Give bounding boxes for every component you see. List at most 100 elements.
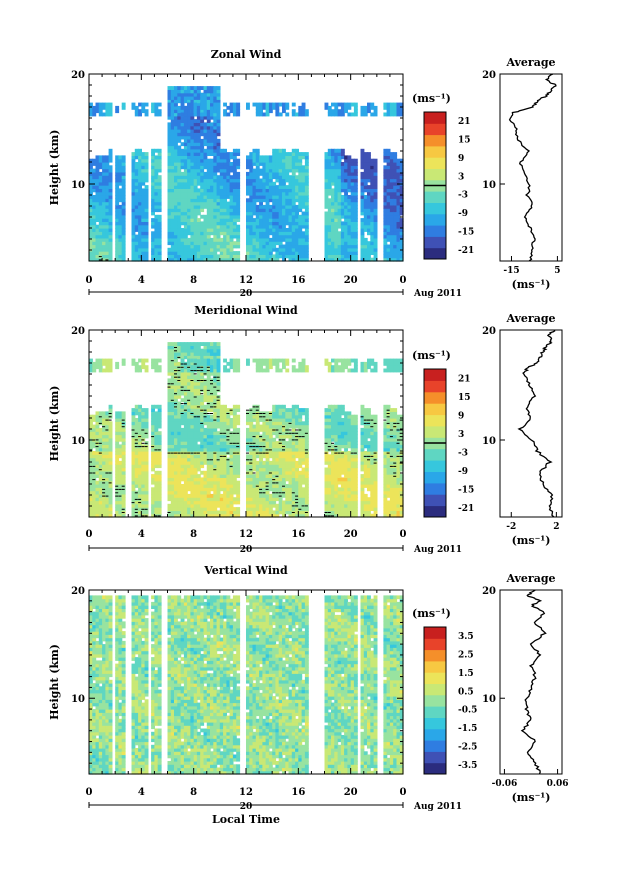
heatmap-cell [203,155,208,160]
heatmap-cell [196,234,201,239]
heatmap-cell [203,162,208,166]
heatmap-cell [216,254,221,259]
heatmap-cell [236,198,241,203]
heatmap-cell [262,181,267,186]
heatmap-cell [157,198,162,203]
heatmap-cell [157,460,162,465]
heatmap-cell [95,411,100,416]
heatmap-cell [183,165,188,170]
heatmap-cell [219,237,224,242]
heatmap-cell [383,221,388,226]
heatmap-cell [134,484,139,488]
heatmap-cell [167,218,172,222]
heatmap-cell [210,142,214,147]
heatmap-cell [141,102,146,107]
heatmap-cell [141,201,146,206]
heatmap-cell [115,214,120,219]
heatmap-cell [291,204,296,209]
heatmap-cell [210,513,214,518]
heatmap-cell [331,152,335,156]
heatmap-cell [298,105,303,110]
heatmap-cell [108,507,113,511]
heatmap-cell [180,427,185,432]
heatmap-cell [216,198,221,203]
heatmap-cell [210,105,214,110]
heatmap-cell [193,427,198,432]
heatmap-cell [95,490,100,495]
heatmap-cell [121,102,126,107]
heatmap-cell [121,191,126,196]
heatmap-cell [229,244,234,249]
heatmap-cell [174,241,178,246]
heatmap-cell [151,251,155,255]
heatmap-cell [291,109,296,114]
heatmap-cell [304,208,309,213]
heatmap-cell [396,201,401,206]
heatmap-cell [210,414,214,419]
heatmap-cell [386,221,391,226]
heatmap-cell [98,251,103,255]
heatmap-cell [193,378,198,383]
heatmap-cell [196,375,201,379]
heatmap-cell [344,214,348,219]
heatmap-cell [340,162,345,166]
heatmap-cell [272,188,277,193]
heatmap-cell [190,162,195,166]
heatmap-cell [219,424,224,429]
heatmap-cell [102,454,106,459]
heatmap-cell [347,247,352,252]
heatmap-cell [190,86,195,90]
heatmap-cell [177,513,182,518]
heatmap-cell [282,204,286,209]
heatmap-cell [363,188,368,193]
heatmap-cell [275,178,280,183]
heatmap-cell [196,398,201,403]
heatmap-cell [216,145,221,150]
heatmap-cell [210,231,214,236]
heatmap-cell [170,490,175,495]
heatmap-cell [262,175,267,180]
heatmap-cell [265,168,270,173]
heatmap-cell [200,195,205,199]
heatmap-cell [95,224,100,229]
heatmap-cell [92,234,97,239]
heatmap-cell [154,208,159,213]
heatmap-cell [393,231,398,236]
heatmap-cell [331,168,335,173]
heatmap-cell [174,441,178,445]
heatmap-cell [219,148,224,153]
heatmap-cell [219,168,224,173]
heatmap-cell [108,493,113,498]
heatmap-cell [288,181,293,186]
heatmap-cell [213,105,218,110]
heatmap-cell [98,244,103,249]
heatmap-cell [138,441,142,445]
heatmap-cell [118,204,123,209]
heatmap-cell [187,188,191,193]
heatmap-cell [216,451,221,455]
heatmap-cell [301,109,306,114]
heatmap-cell [226,431,231,436]
heatmap-cell [138,155,142,160]
heatmap-cell [200,441,205,445]
heatmap-cell [216,155,221,160]
heatmap-cell [89,237,93,242]
heatmap-cell [246,493,250,498]
heatmap-cell [131,241,136,246]
heatmap-cell [236,460,241,465]
heatmap-cell [157,204,162,209]
heatmap-cell [200,398,205,403]
heatmap-cell [134,470,139,475]
heatmap-cell [246,158,250,163]
heatmap-cell [288,195,293,199]
heatmap-cell [393,198,398,203]
heatmap-cell [174,431,178,436]
heatmap-cell [203,251,208,255]
heatmap-cell [183,185,188,189]
heatmap-cell [327,241,332,246]
heatmap-cell [154,507,159,511]
heatmap-cell [196,447,201,452]
heatmap-cell [196,135,201,140]
heatmap-cell [95,162,100,166]
heatmap-cell [216,191,221,196]
